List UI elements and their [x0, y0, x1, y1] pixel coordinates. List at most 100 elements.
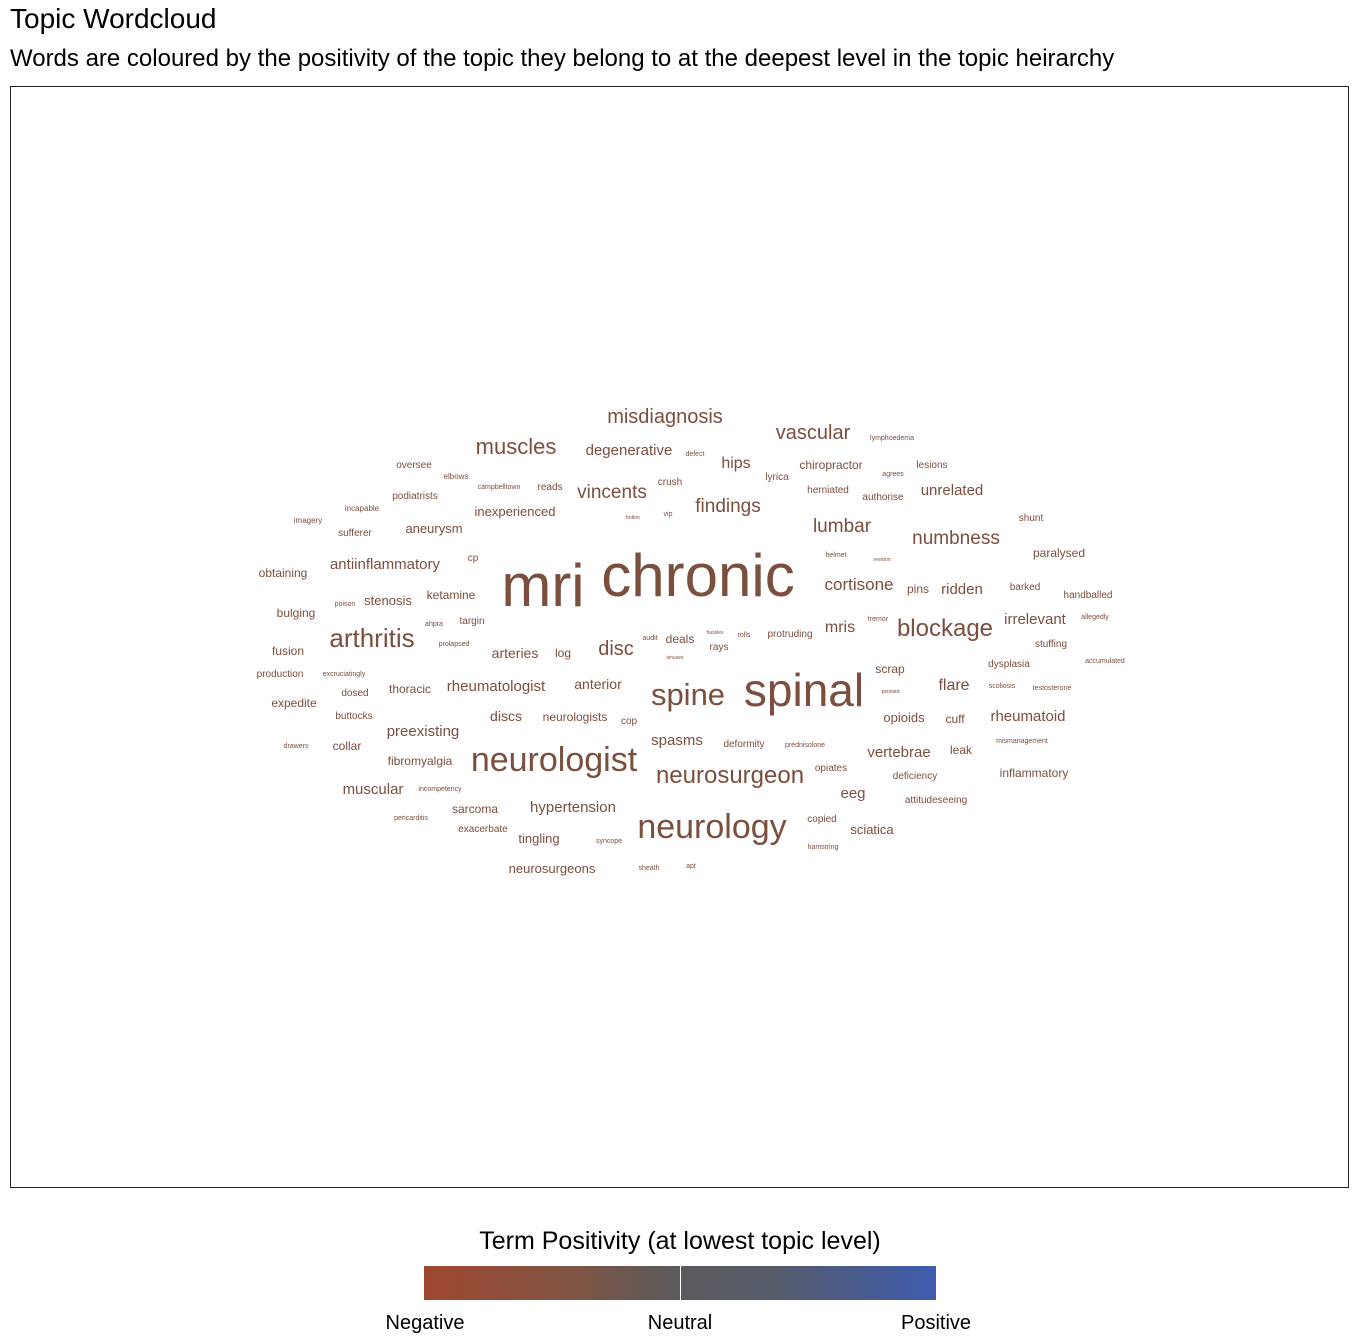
word-drawers: drawers	[284, 743, 309, 750]
word-neurosurgeons: neurosurgeons	[509, 861, 596, 876]
word-lyrica: lyrica	[765, 472, 789, 483]
word-deformity: deformity	[723, 739, 764, 750]
word-disc: disc	[598, 638, 634, 660]
word-mri: mri	[501, 552, 584, 619]
word-tingling: tingling	[518, 831, 559, 846]
word-pericarditis: pericarditis	[394, 815, 428, 822]
word-muscles: muscles	[476, 434, 557, 459]
word-testosterone: testosterone	[1033, 685, 1072, 692]
word-muscular: muscular	[343, 781, 404, 798]
word-irrelevant: irrelevant	[1004, 611, 1067, 628]
word-prednisolone: prednisolone	[785, 742, 825, 749]
word-allegedly: allegedly	[1081, 614, 1109, 621]
word-prolapsed: prolapsed	[439, 641, 470, 648]
chart-title: Topic Wordcloud	[10, 3, 217, 34]
word-sciatica: sciatica	[850, 822, 894, 837]
word-incapable: incapable	[345, 504, 380, 513]
word-ahpra: ahpra	[425, 621, 443, 628]
legend-tick-neutral	[680, 1266, 681, 1300]
word-paralysed: paralysed	[1033, 546, 1085, 560]
word-elbows: elbows	[444, 472, 469, 481]
word-shunt: shunt	[1019, 513, 1044, 524]
word-campbelltown: campbelltown	[478, 484, 521, 491]
word-numbness: numbness	[912, 528, 1000, 549]
word-hypertension: hypertension	[530, 799, 616, 816]
word-preexisting: preexisting	[387, 723, 460, 740]
word-inflammatory: inflammatory	[1000, 766, 1069, 780]
word-sinuses: sinuses	[667, 655, 684, 661]
word-crush: crush	[658, 477, 682, 488]
word-rheumatoid: rheumatoid	[990, 708, 1065, 725]
word-neurologist: neurologist	[471, 741, 638, 779]
word-spinal: spinal	[744, 664, 864, 716]
word-lumbar: lumbar	[813, 516, 872, 537]
word-protruding: protruding	[767, 629, 812, 640]
word-sheath: sheath	[638, 865, 659, 872]
word-flare: flare	[938, 677, 969, 694]
word-mris: mris	[825, 619, 855, 636]
word-lymphoedema: lymphoedema	[870, 435, 914, 442]
legend-label-neutral: Neutral	[647, 1312, 713, 1334]
word-deals: deals	[666, 632, 695, 646]
word-unrelated: unrelated	[921, 482, 984, 499]
word-bulging: bulging	[277, 606, 316, 620]
word-discs: discs	[490, 708, 522, 724]
word-attitudeseeing: attitudeseeing	[905, 795, 967, 806]
word-psoriatic: psoriatic	[882, 689, 901, 695]
word-misdiagnosis: misdiagnosis	[607, 406, 723, 428]
word-apt: apt	[686, 863, 696, 870]
word-rolls: rolls	[738, 632, 751, 639]
word-rays: rays	[710, 642, 729, 653]
word-poison: poison	[335, 601, 356, 608]
word-opioids: opioids	[883, 710, 925, 725]
legend-label-positive: Positive	[900, 1312, 972, 1334]
word-hamstring: hamstring	[808, 844, 839, 851]
word-tremor: tremor	[868, 616, 889, 623]
word-log: log	[555, 646, 571, 660]
word-cop: cop	[621, 716, 638, 727]
word-pins: pins	[907, 582, 929, 596]
word-leak: leak	[950, 743, 973, 757]
word-accumulated: accumulated	[1085, 658, 1125, 665]
word-agrees: agrees	[882, 471, 904, 478]
word-fusion: fusion	[272, 644, 304, 658]
word-helmet: helmet	[825, 552, 846, 559]
word-scoliosis: scoliosis	[989, 683, 1016, 690]
word-stuffing: stuffing	[1035, 639, 1067, 650]
word-blockage: blockage	[897, 615, 993, 642]
word-barked: barked	[1010, 582, 1041, 593]
word-cortisone: cortisone	[825, 575, 894, 594]
word-expedite: expedite	[271, 696, 317, 710]
word-cp: cp	[468, 553, 479, 564]
word-hips: hips	[721, 455, 750, 472]
word-spine: spine	[651, 677, 725, 712]
word-cuff: cuff	[945, 712, 965, 726]
word-rheumatologist: rheumatologist	[447, 678, 546, 695]
word-excruciatingly: excruciatingly	[323, 671, 366, 678]
word-chronic: chronic	[601, 542, 794, 609]
word-exacerbate: exacerbate	[458, 824, 508, 835]
word-vincents: vincents	[577, 482, 647, 503]
word-oversee: oversee	[396, 460, 432, 471]
word-revision: revision	[873, 557, 890, 563]
word-anterior: anterior	[574, 676, 622, 692]
word-production: production	[257, 669, 304, 680]
word-audit: audit	[642, 635, 657, 642]
word-spasms: spasms	[651, 732, 703, 749]
word-reads: reads	[537, 482, 562, 493]
word-mismanagement: mismanagement	[996, 738, 1048, 745]
word-vertebrae: vertebrae	[867, 744, 930, 761]
word-sufferer: sufferer	[338, 528, 372, 539]
word-sarcoma: sarcoma	[452, 802, 498, 816]
word-vascular: vascular	[776, 422, 851, 444]
word-inexperienced: inexperienced	[475, 504, 556, 519]
word-findings: findings	[695, 496, 761, 517]
word-antiinflammatory: antiinflammatory	[330, 556, 441, 573]
word-dysplasia: dysplasia	[988, 659, 1030, 670]
word-fibromyalgia: fibromyalgia	[388, 754, 453, 768]
word-botton: botton	[626, 515, 640, 521]
word-authorise: authorise	[862, 492, 904, 503]
word-targin: targin	[459, 616, 484, 627]
word-defect: defect	[685, 451, 704, 458]
